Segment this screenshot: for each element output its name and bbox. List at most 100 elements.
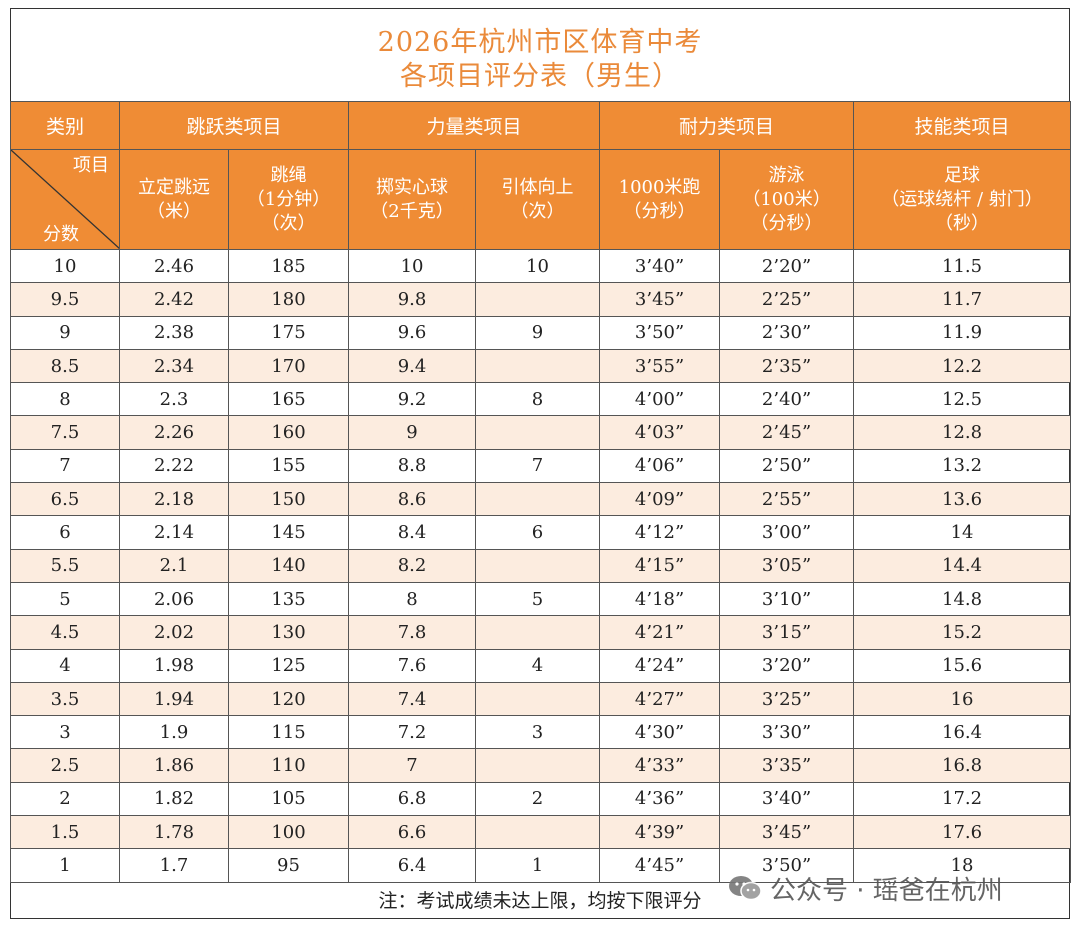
value-cell: 3’10” xyxy=(719,581,855,617)
value-cell xyxy=(475,815,601,850)
value-cell: 4’45” xyxy=(599,848,721,883)
watermark: 公众号 · 瑶爸在杭州 xyxy=(728,868,1003,908)
value-cell: 4’30” xyxy=(599,715,721,750)
value-cell: 7.6 xyxy=(348,648,477,683)
value-cell: 4’15” xyxy=(599,548,721,583)
value-cell: 2.46 xyxy=(119,248,229,284)
value-cell: 3 xyxy=(475,715,601,750)
item-header-text: （1分钟） xyxy=(246,188,331,210)
group-header-skill: 技能类项目 xyxy=(853,101,1072,150)
value-cell: 95 xyxy=(227,848,350,883)
value-cell: 2.42 xyxy=(119,282,229,317)
value-cell: 11.5 xyxy=(853,248,1072,284)
value-cell: 3’35” xyxy=(719,748,855,783)
item-header-text: 跳绳 xyxy=(270,164,307,186)
value-cell: 1.7 xyxy=(119,848,229,883)
value-cell: 9 xyxy=(475,315,601,350)
score-cell: 2.5 xyxy=(10,748,120,783)
value-cell: 6.6 xyxy=(348,815,477,850)
item-header-text: （2千克） xyxy=(370,200,454,222)
title-line-2: 各项目评分表（男生） xyxy=(400,61,680,92)
table-row: 3.5 1.94 120 7.4 4’27” 3’25” 16 xyxy=(10,681,1072,717)
value-cell: 2’35” xyxy=(719,348,855,384)
value-cell: 2’30” xyxy=(719,315,855,350)
page-title: 2026年杭州市区体育中考 各项目评分表（男生） xyxy=(10,8,1070,102)
value-cell: 160 xyxy=(227,415,350,450)
value-cell: 3’05” xyxy=(719,548,855,583)
score-cell: 7.5 xyxy=(10,415,120,450)
value-cell: 2.02 xyxy=(119,615,229,650)
item-header-text: 引体向上 xyxy=(501,176,574,198)
value-cell: 3’55” xyxy=(599,348,721,384)
value-cell: 9.8 xyxy=(348,282,477,317)
group-header-jump: 跳跃类项目 xyxy=(118,101,350,150)
value-cell: 17.6 xyxy=(853,815,1072,850)
value-cell: 8.4 xyxy=(348,515,477,550)
value-cell: 185 xyxy=(227,248,350,284)
diagonal-line xyxy=(11,150,119,249)
score-cell: 1 xyxy=(10,848,120,883)
value-cell: 6.8 xyxy=(348,781,477,817)
value-cell: 16.8 xyxy=(853,748,1072,783)
value-cell: 165 xyxy=(227,382,350,417)
value-cell: 12.8 xyxy=(853,415,1072,450)
value-cell: 4’21” xyxy=(599,615,721,650)
score-cell: 5.5 xyxy=(10,548,120,583)
value-cell: 155 xyxy=(227,448,350,484)
value-cell: 10 xyxy=(475,248,601,284)
diagonal-header-cell: 项目 分数 xyxy=(10,149,120,250)
score-cell: 9.5 xyxy=(10,282,120,317)
value-cell xyxy=(475,548,601,583)
item-header-text: （运球绕杆 / 射门） xyxy=(881,188,1043,210)
table-row: 4 1.98 125 7.6 4 4’24” 3’20” 15.6 xyxy=(10,648,1072,683)
value-cell: 12.2 xyxy=(853,348,1072,384)
value-cell: 5 xyxy=(475,581,601,617)
value-cell xyxy=(475,681,601,717)
score-cell: 4 xyxy=(10,648,120,683)
value-cell: 14.4 xyxy=(853,548,1072,583)
item-header-text: 立定跳远 xyxy=(138,176,210,198)
value-cell: 4’36” xyxy=(599,781,721,817)
value-cell: 9.6 xyxy=(348,315,477,350)
item-header-5: 游泳 （100米） （分秒） xyxy=(719,149,855,250)
title-line-1: 2026年杭州市区体育中考 xyxy=(377,27,703,58)
table-row: 4.5 2.02 130 7.8 4’21” 3’15” 15.2 xyxy=(10,615,1072,650)
score-cell: 3.5 xyxy=(10,681,120,717)
value-cell xyxy=(475,282,601,317)
group-header-endurance: 耐力类项目 xyxy=(599,101,855,150)
value-cell: 150 xyxy=(227,482,350,517)
value-cell: 8.8 xyxy=(348,448,477,484)
value-cell: 7.2 xyxy=(348,715,477,750)
value-cell: 2.3 xyxy=(119,382,229,417)
value-cell: 9.4 xyxy=(348,348,477,384)
value-cell: 8.2 xyxy=(348,548,477,583)
value-cell: 4 xyxy=(475,648,601,683)
value-cell: 1.86 xyxy=(119,748,229,783)
table-row: 10 2.46 185 10 10 3’40” 2’20” 11.5 xyxy=(10,248,1072,284)
value-cell: 4’18” xyxy=(599,581,721,617)
value-cell: 4’09” xyxy=(599,482,721,517)
score-cell: 3 xyxy=(10,715,120,750)
score-cell: 1.5 xyxy=(10,815,120,850)
item-header-text: 游泳 xyxy=(768,164,805,186)
value-cell: 7 xyxy=(475,448,601,484)
value-cell: 140 xyxy=(227,548,350,583)
value-cell: 13.2 xyxy=(853,448,1072,484)
diag-item-label: 项目 xyxy=(73,155,109,176)
table-row: 8.5 2.34 170 9.4 3’55” 2’35” 12.2 xyxy=(10,348,1072,384)
value-cell: 2.26 xyxy=(119,415,229,450)
value-cell: 145 xyxy=(227,515,350,550)
value-cell: 7.8 xyxy=(348,615,477,650)
value-cell: 175 xyxy=(227,315,350,350)
table-row: 5 2.06 135 8 5 4’18” 3’10” 14.8 xyxy=(10,581,1072,617)
table-row: 1.5 1.78 100 6.6 4’39” 3’45” 17.6 xyxy=(10,815,1072,850)
score-cell: 10 xyxy=(10,248,120,284)
value-cell: 4’27” xyxy=(599,681,721,717)
item-header-text: （米） xyxy=(147,200,201,222)
table-row: 2.5 1.86 110 7 4’33” 3’35” 16.8 xyxy=(10,748,1072,783)
table-row: 7.5 2.26 160 9 4’03” 2’45” 12.8 xyxy=(10,415,1072,450)
value-cell: 8.6 xyxy=(348,482,477,517)
value-cell: 4’06” xyxy=(599,448,721,484)
value-cell: 3’40” xyxy=(599,248,721,284)
value-cell: 11.9 xyxy=(853,315,1072,350)
